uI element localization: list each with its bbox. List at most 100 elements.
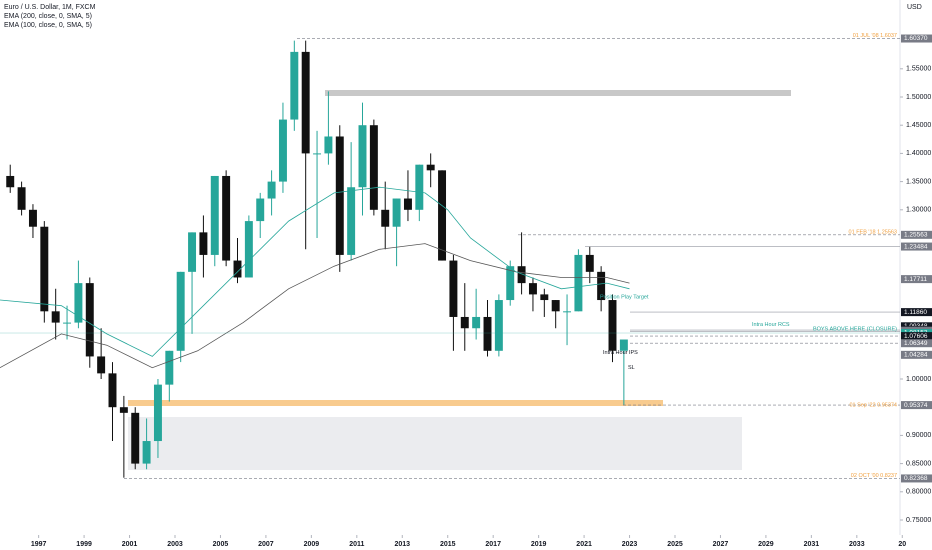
y-tick-label: 1.50000 xyxy=(906,94,931,101)
candle-body xyxy=(6,175,15,188)
chart-title: Euro / U.S. Dollar, 1M, FXCM xyxy=(4,4,96,11)
candle-body xyxy=(131,412,140,464)
x-tick-label: 2005 xyxy=(213,541,229,548)
candle-body xyxy=(494,300,503,351)
price-label-box xyxy=(901,401,932,410)
annotation: BOYS ABOVE HERE (CLOSURE) xyxy=(813,327,897,333)
ema-line xyxy=(0,186,630,357)
candle-body xyxy=(369,125,378,210)
candle-body xyxy=(301,51,310,154)
candle-body xyxy=(176,271,185,351)
y-tick-label: 0.90000 xyxy=(906,432,931,439)
x-tick-label: 1997 xyxy=(31,541,47,548)
x-tick-label: 2027 xyxy=(713,541,729,548)
x-tick-label: 2015 xyxy=(440,541,456,548)
annotation: 01 JUL '08 1.6037 xyxy=(853,33,897,39)
x-tick-label: 2009 xyxy=(304,541,320,548)
candle-body xyxy=(74,283,83,323)
candle-body xyxy=(403,198,412,210)
x-tick-label: 2031 xyxy=(804,541,820,548)
y-tick-label: 1.35000 xyxy=(906,178,931,185)
annotation: 01 FEB '18 1.25563 xyxy=(849,229,897,235)
candle-body xyxy=(506,266,515,301)
x-tick-label: 2021 xyxy=(576,541,592,548)
resistance-zone xyxy=(325,90,791,96)
price-label: 1.60370 xyxy=(904,35,928,42)
demand-box xyxy=(128,417,742,470)
candle-body xyxy=(188,232,197,272)
price-label: 1.23484 xyxy=(904,243,928,250)
y-tick-label: 1.40000 xyxy=(906,150,931,157)
candle-body xyxy=(597,271,606,301)
candle-body xyxy=(165,350,174,385)
price-label-box xyxy=(901,242,932,251)
candle-body xyxy=(438,170,447,261)
candle-body xyxy=(563,311,572,313)
y-tick-label: 0.85000 xyxy=(906,460,931,467)
x-tick-label: 2019 xyxy=(531,541,547,548)
price-label: 0.95374 xyxy=(904,402,928,409)
price-label-box xyxy=(901,350,932,359)
x-tick-label: 2033 xyxy=(849,541,865,548)
annotation: Position Play Target xyxy=(600,295,649,301)
candle-body xyxy=(528,283,537,295)
candle-body xyxy=(472,316,481,329)
candle-body xyxy=(313,153,322,155)
candle-body xyxy=(415,164,424,210)
candle-body xyxy=(210,175,219,255)
annotation: Intra Hour RCS xyxy=(752,322,790,328)
x-tick-label: 2003 xyxy=(167,541,183,548)
candle-body xyxy=(108,373,117,408)
legend-entry: EMA (200, close, 0, SMA, 5) xyxy=(4,13,92,20)
candle-body xyxy=(267,181,276,199)
y-tick-label: 0.80000 xyxy=(906,489,931,496)
candle-body xyxy=(63,322,72,324)
x-tick-label: 2029 xyxy=(758,541,774,548)
candle-body xyxy=(199,232,208,255)
annotation: 01 Sep '22 0.95374 xyxy=(849,403,897,409)
candle-body xyxy=(426,164,435,171)
y-tick-label: 1.30000 xyxy=(906,207,931,214)
candle-body xyxy=(517,266,526,284)
price-label: 0.82368 xyxy=(904,475,928,482)
candle-body xyxy=(381,209,390,227)
currency-label: USD xyxy=(907,4,922,11)
price-label-box xyxy=(901,474,932,483)
candle-body xyxy=(153,384,162,442)
annotation: Intra Hour IPS xyxy=(603,350,638,356)
ema-line xyxy=(0,243,630,369)
price-label: 1.07606 xyxy=(904,333,928,340)
annotation: 02 OCT '00 0.8237 xyxy=(851,473,897,479)
candle-body xyxy=(358,125,367,188)
candle-body xyxy=(290,51,299,120)
candle-body xyxy=(585,254,594,272)
candle-body xyxy=(574,254,583,312)
price-label: 1.06349 xyxy=(904,340,928,347)
price-label: 1.11860 xyxy=(904,309,927,316)
y-tick-label: 0.75000 xyxy=(906,517,931,524)
candle-body xyxy=(119,407,128,413)
price-label-box xyxy=(901,230,932,239)
support-zone xyxy=(128,400,663,406)
candle-body xyxy=(40,226,49,312)
candle-body xyxy=(449,260,458,317)
price-label: 1.25563 xyxy=(904,232,928,239)
candle-body xyxy=(619,339,628,351)
price-label-box xyxy=(901,339,932,348)
candle-body xyxy=(222,175,231,261)
y-tick-label: 1.45000 xyxy=(906,122,931,129)
candle-body xyxy=(85,283,94,357)
x-tick-label: 2013 xyxy=(394,541,410,548)
candle-body xyxy=(17,187,26,210)
candle-body xyxy=(460,316,469,329)
candle-body xyxy=(392,198,401,227)
candle-body xyxy=(324,136,333,154)
price-label-box xyxy=(901,332,932,341)
y-tick-label: 1.00000 xyxy=(906,376,931,383)
candle-body xyxy=(608,300,617,351)
legend-entry: EMA (100, close, 0, SMA, 5) xyxy=(4,22,92,29)
candle-body xyxy=(335,136,344,255)
price-label-box xyxy=(901,308,932,317)
price-label-box xyxy=(901,275,932,284)
price-label-box xyxy=(901,34,932,43)
